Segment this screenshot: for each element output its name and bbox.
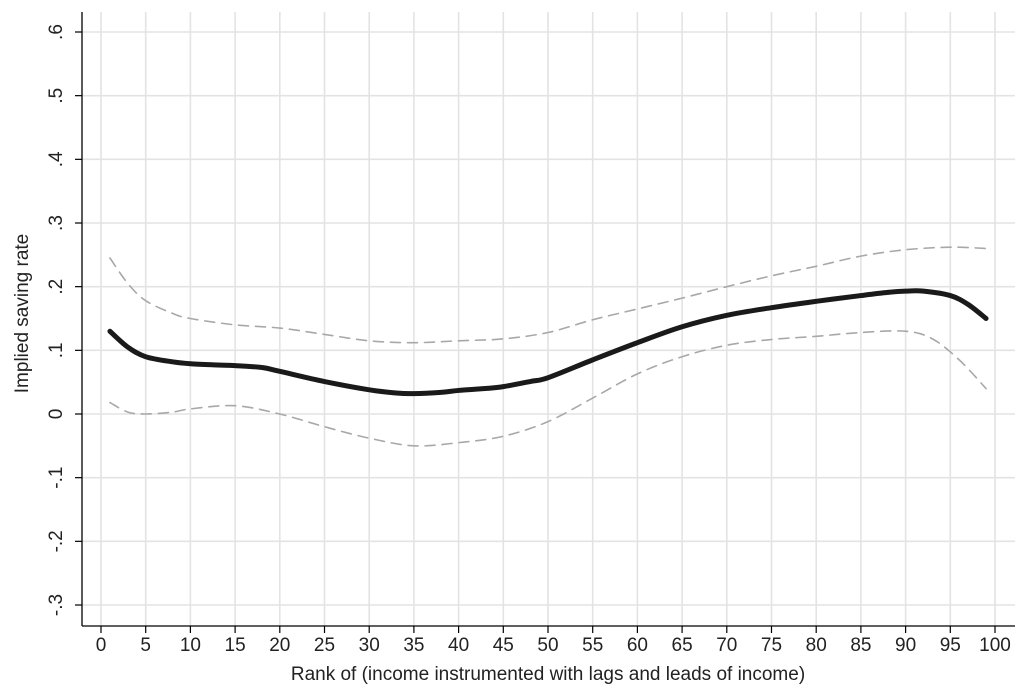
x-tick-label: 0 [96, 635, 107, 656]
y-tick-label: .1 [46, 342, 67, 358]
grid [82, 12, 1015, 626]
y-axis-label: Implied saving rate [12, 234, 33, 393]
x-tick-label: 30 [359, 635, 380, 656]
x-tick-label: 75 [761, 635, 782, 656]
x-tick-label: 90 [895, 635, 916, 656]
x-tick-label: 85 [850, 635, 871, 656]
x-tick-label: 80 [806, 635, 827, 656]
axes [75, 12, 1015, 633]
x-tick-label: 35 [403, 635, 424, 656]
x-tick-labels: 0 5 10 15 20 25 30 35 40 45 50 55 60 65 70 75 80 85 90 95 10… [96, 635, 1011, 656]
x-tick-label: 70 [716, 635, 737, 656]
x-tick-label: 40 [448, 635, 469, 656]
x-tick-label: 45 [493, 635, 514, 656]
x-tick-label: 5 [140, 635, 151, 656]
x-tick-label: 10 [180, 635, 201, 656]
y-tick-label: -.2 [46, 530, 67, 552]
y-tick-label: .2 [46, 279, 67, 295]
y-tick-labels: -.3 -.2 -.1 0 .1 .2 .3 .4 .5 .6 [46, 24, 67, 616]
ci-lower-line [109, 330, 987, 447]
x-tick-label: 25 [314, 635, 335, 656]
ci-upper-line [109, 246, 987, 344]
y-tick-label: -.1 [46, 467, 67, 489]
y-tick-label: .5 [46, 88, 67, 104]
x-tick-label: 60 [627, 635, 648, 656]
x-tick-label: 100 [979, 635, 1011, 656]
x-tick-label: 95 [940, 635, 961, 656]
x-axis-label: Rank of (income instrumented with lags a… [291, 664, 805, 685]
y-tick-label: -.3 [46, 594, 67, 616]
x-tick-label: 65 [672, 635, 693, 656]
estimate-line [107, 288, 989, 397]
y-tick-label: .3 [46, 215, 67, 231]
x-tick-label: 20 [269, 635, 290, 656]
x-tick-label: 50 [537, 635, 558, 656]
x-tick-label: 15 [225, 635, 246, 656]
series-layer [107, 246, 989, 447]
y-tick-label: .6 [46, 24, 67, 40]
x-tick-label: 55 [582, 635, 603, 656]
y-tick-label: .4 [46, 151, 67, 167]
y-tick-label: 0 [46, 409, 67, 420]
